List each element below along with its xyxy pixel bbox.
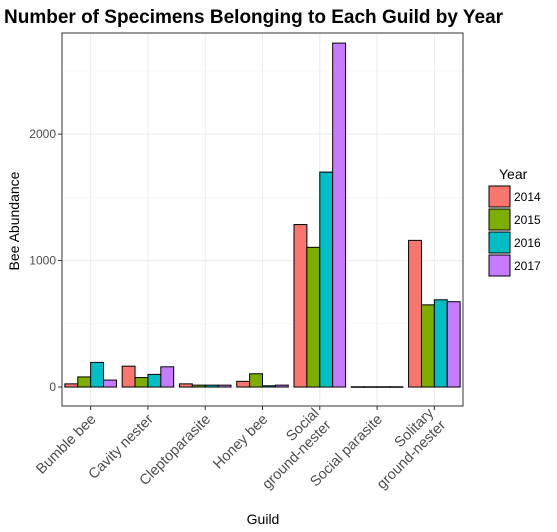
bar <box>90 361 105 388</box>
legend-key <box>488 231 511 254</box>
bar <box>236 380 251 388</box>
bar <box>274 384 289 388</box>
bar <box>103 379 117 388</box>
legend: Year 2014 2015 2016 2017 <box>488 166 541 277</box>
bar <box>178 383 193 388</box>
bar <box>319 171 334 388</box>
bar <box>408 239 422 388</box>
bar <box>134 377 149 388</box>
y-axis: 0 1000 2000 <box>29 127 62 394</box>
bar <box>363 386 378 388</box>
legend-key <box>488 185 511 208</box>
bar <box>262 385 276 388</box>
bar <box>446 301 461 388</box>
y-tick-label: 0 <box>49 380 56 394</box>
legend-label: 2017 <box>514 259 541 273</box>
bar <box>433 299 448 388</box>
grid <box>62 33 463 406</box>
bar <box>332 42 347 388</box>
bar <box>249 373 264 388</box>
bars <box>64 42 461 388</box>
bar <box>147 373 162 388</box>
x-axis-title: Guild <box>247 511 280 527</box>
x-tick-label: Honey bee <box>210 412 271 473</box>
chart-title: Number of Specimens Belonging to Each Gu… <box>4 7 504 28</box>
bar <box>420 304 435 388</box>
bar <box>376 386 391 388</box>
bar <box>306 246 321 388</box>
bar <box>293 224 308 388</box>
legend-label: 2015 <box>514 213 541 227</box>
legend-label: 2016 <box>514 236 541 250</box>
y-tick-label: 1000 <box>29 254 56 268</box>
bar <box>389 386 404 388</box>
legend-title: Year <box>499 166 528 182</box>
bar <box>191 384 206 388</box>
legend-key <box>488 208 511 231</box>
y-tick-label: 2000 <box>29 127 56 141</box>
bar <box>217 384 232 388</box>
bar <box>204 384 219 388</box>
bar <box>350 386 365 388</box>
y-axis-title: Bee Abundance <box>6 171 22 270</box>
bar <box>77 376 92 388</box>
bar <box>121 365 136 388</box>
bar <box>64 383 79 388</box>
bar <box>160 366 175 388</box>
legend-label: 2014 <box>514 190 541 204</box>
legend-key <box>488 254 511 277</box>
